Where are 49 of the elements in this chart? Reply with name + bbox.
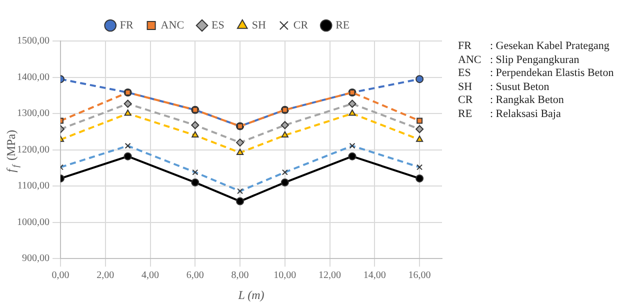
point	[191, 178, 200, 186]
y-tick-label: 900,00	[22, 253, 50, 264]
point	[124, 110, 132, 116]
y-tick-label: 1000,00	[17, 216, 50, 228]
y-tick-label: 1500,00	[17, 36, 50, 47]
point	[280, 178, 289, 186]
point	[124, 152, 132, 160]
x-tick-label: 6,00	[186, 270, 204, 282]
text: ANC : Slip Pengangkuran	[458, 54, 580, 67]
text: CR : Rangkak Beton	[458, 94, 564, 106]
point	[236, 138, 244, 147]
legend-label: ANC	[160, 19, 184, 32]
x-tick-label: 0,00	[52, 270, 70, 282]
text: FR : Gesekan Kabel Prategang	[458, 40, 610, 52]
x-tick-label: 4,00	[142, 270, 160, 282]
legend-label: FR	[120, 19, 134, 32]
text: ES : Perpendekan Elastis Beton	[458, 67, 614, 79]
y-tick-label: 1400,00	[17, 72, 50, 83]
legend-label: ES	[212, 19, 224, 32]
point	[281, 131, 288, 138]
y-tick-label: 1100,00	[17, 180, 50, 192]
point	[348, 100, 356, 108]
x-tick-label: 8,00	[231, 270, 249, 282]
y-tick-label: 1200,00	[17, 144, 50, 156]
point	[416, 174, 424, 182]
point	[236, 197, 244, 206]
legend-label: RE	[336, 19, 350, 32]
text: SH : Susut Beton	[458, 80, 550, 92]
x-tick-label: 2,00	[96, 270, 114, 282]
point	[348, 152, 356, 160]
point	[191, 121, 200, 130]
y-tick-label: 1300,00	[17, 108, 50, 120]
text: RE : Relaksasi Baja	[458, 108, 561, 120]
x-tick-label: 10,00	[274, 270, 296, 282]
point	[416, 118, 423, 124]
point	[416, 136, 424, 142]
point	[416, 125, 424, 134]
x-tick-label: 16,00	[408, 270, 431, 282]
x-tick-label: 14,00	[363, 270, 386, 282]
point	[192, 131, 199, 138]
point	[416, 75, 424, 84]
x-axis-title: L (m)	[237, 288, 264, 302]
legend-label: CR	[293, 19, 309, 32]
legend-label: SH	[252, 19, 266, 32]
point	[124, 100, 132, 108]
point	[236, 148, 244, 155]
point	[280, 121, 289, 130]
point	[348, 110, 356, 116]
x-tick-label: 12,00	[318, 270, 342, 282]
